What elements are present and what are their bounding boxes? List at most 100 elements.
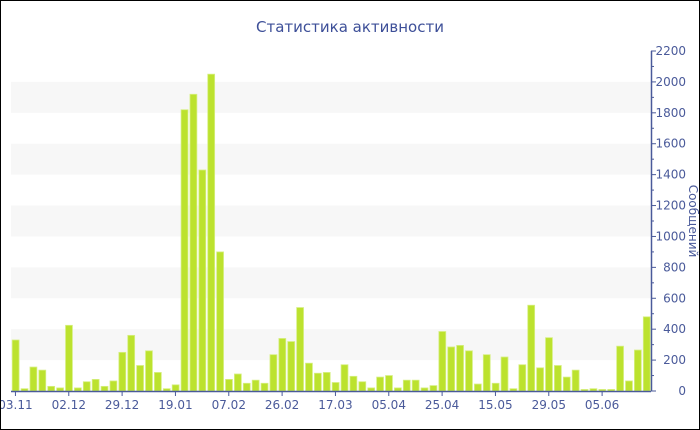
bar <box>20 388 29 392</box>
bar <box>216 251 224 392</box>
x-tick-label: 05.04 <box>372 398 406 412</box>
bar <box>616 345 624 392</box>
x-tick-label: 15.05 <box>478 398 512 412</box>
bar <box>198 169 207 392</box>
bar <box>154 372 162 392</box>
bar <box>56 387 64 392</box>
bar <box>322 372 331 392</box>
bar <box>100 385 109 392</box>
bar <box>171 384 180 392</box>
bar <box>589 388 598 392</box>
bar <box>136 365 144 392</box>
bar <box>11 339 20 392</box>
y-axis-label: Сообщений <box>686 185 699 258</box>
bar <box>500 356 509 392</box>
bar <box>394 387 402 392</box>
x-tick-label: 02.12 <box>52 398 86 412</box>
bar <box>518 364 527 392</box>
bar <box>527 304 536 392</box>
bar <box>47 385 56 392</box>
y-tick-label: 1200 <box>655 199 686 213</box>
bar <box>189 93 198 392</box>
bar <box>29 366 38 392</box>
x-tick-label: 03.11 <box>1 398 33 412</box>
bar <box>74 387 82 392</box>
bar <box>482 354 491 392</box>
bar <box>38 369 47 392</box>
bar <box>536 367 544 392</box>
x-tick-label: 07.02 <box>212 398 246 412</box>
bar <box>278 338 287 392</box>
y-tick-label: 1600 <box>655 137 686 151</box>
bar <box>562 376 571 392</box>
bar <box>145 350 153 392</box>
y-tick-label: 1800 <box>655 106 686 120</box>
y-tick-label: 0 <box>678 384 686 398</box>
bar <box>402 379 411 392</box>
bar <box>91 379 100 392</box>
bar <box>634 349 642 392</box>
y-tick-label: 1000 <box>655 229 686 243</box>
bar <box>251 379 260 392</box>
bar <box>340 364 349 392</box>
x-tick-label: 25.04 <box>425 398 459 412</box>
bar <box>242 382 251 392</box>
bar <box>331 382 340 392</box>
y-tick-label: 200 <box>663 353 686 367</box>
bar <box>420 387 429 392</box>
bar <box>509 388 518 392</box>
bar <box>65 324 73 392</box>
bar <box>456 345 464 392</box>
bar <box>260 382 269 392</box>
bar <box>234 373 242 392</box>
bar <box>545 337 553 392</box>
bar <box>314 372 322 392</box>
bar <box>225 379 233 392</box>
bar <box>109 380 118 392</box>
grid-band <box>11 143 651 175</box>
bar <box>376 376 384 392</box>
grid-band <box>11 329 651 361</box>
y-tick-label: 400 <box>663 322 686 336</box>
bar <box>642 316 651 392</box>
bar <box>287 341 296 392</box>
bar <box>162 388 171 392</box>
y-tick-label: 2200 <box>655 44 686 58</box>
bar <box>269 354 278 392</box>
grid-band <box>11 205 651 237</box>
x-tick-label: 05.06 <box>585 398 619 412</box>
bar <box>367 387 376 392</box>
bar <box>429 385 438 392</box>
y-tick-label: 2000 <box>655 75 686 89</box>
grid-band <box>11 267 651 299</box>
bar <box>625 380 633 392</box>
bar <box>180 109 189 392</box>
x-tick-label: 17.03 <box>318 398 352 412</box>
bar <box>127 334 136 392</box>
bar <box>411 379 420 392</box>
bar <box>296 307 304 392</box>
bar <box>491 382 500 392</box>
bar <box>118 351 127 392</box>
y-tick-label: 600 <box>663 291 686 305</box>
bar <box>554 365 562 392</box>
bar <box>447 346 456 392</box>
bar <box>82 381 91 392</box>
bar <box>349 375 358 392</box>
x-tick-label: 29.12 <box>105 398 139 412</box>
y-tick-label: 800 <box>663 260 686 274</box>
bar <box>358 381 367 392</box>
bar <box>385 375 393 392</box>
bar <box>207 73 216 392</box>
chart-title: Статистика активности <box>256 18 444 36</box>
grid-band <box>11 81 651 113</box>
bar <box>571 369 580 392</box>
x-tick-label: 26.02 <box>265 398 299 412</box>
x-tick-label: 29.05 <box>532 398 566 412</box>
bar <box>438 331 447 392</box>
bar <box>474 383 482 392</box>
bar <box>465 350 473 392</box>
x-tick-label: 19.01 <box>158 398 192 412</box>
